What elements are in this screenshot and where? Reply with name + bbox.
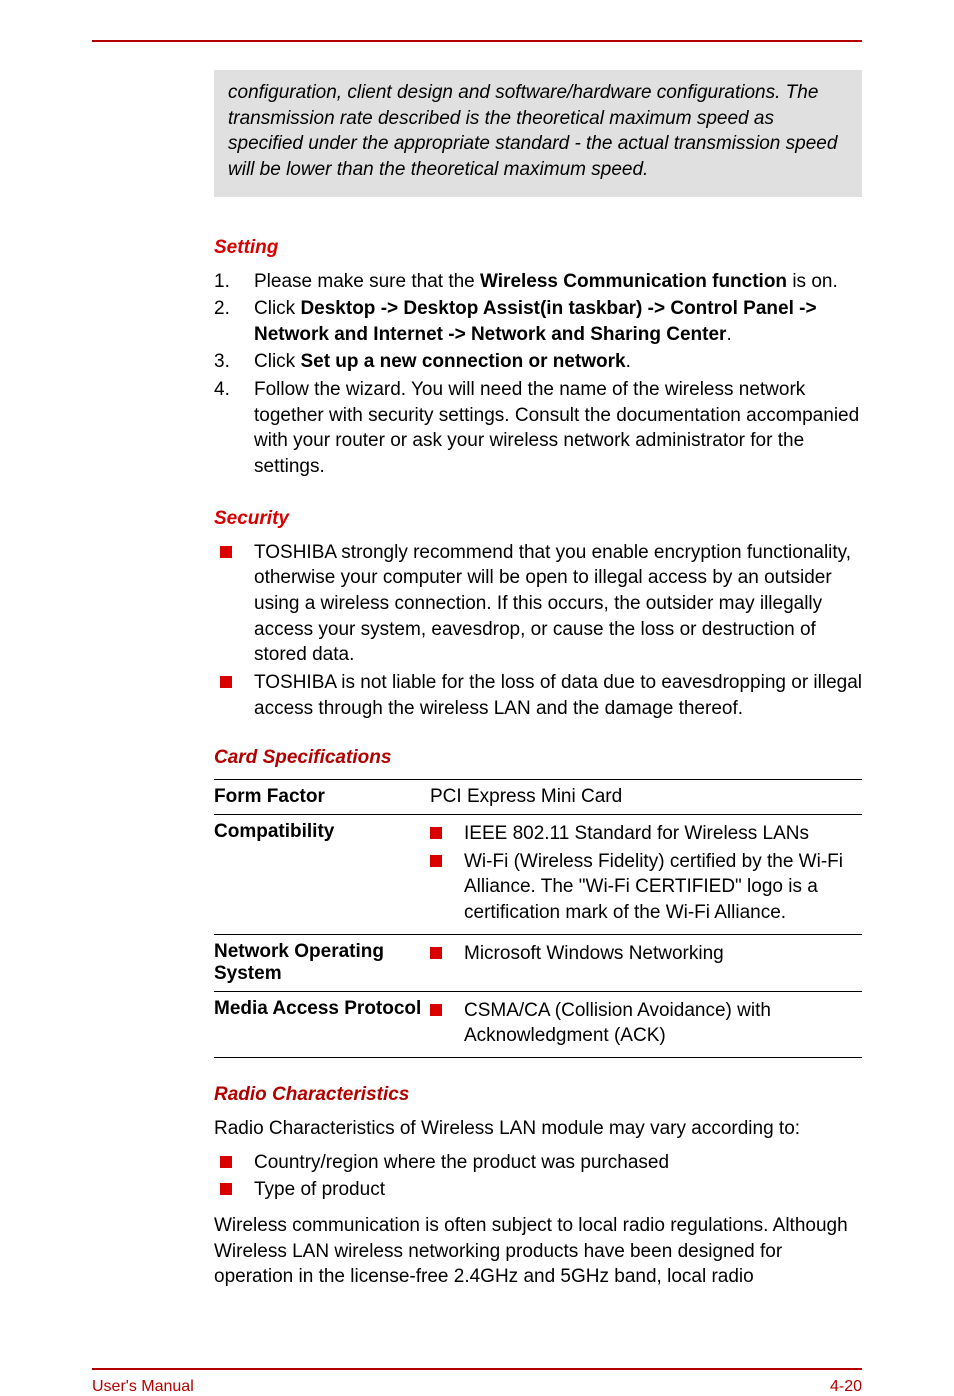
setting-step-2: Click Desktop -> Desktop Assist(in taskb…: [214, 296, 862, 347]
top-rule: [92, 40, 862, 42]
spec-value: Microsoft Windows Networking: [430, 934, 862, 991]
spec-value: IEEE 802.11 Standard for Wireless LANs W…: [430, 815, 862, 935]
text: Click: [254, 298, 300, 319]
bold: Wireless Communication function: [480, 271, 787, 292]
spec-label: Network Operating System: [214, 934, 430, 991]
text: .: [626, 351, 631, 372]
mac-item-1: CSMA/CA (Collision Avoidance) with Ackno…: [430, 998, 856, 1049]
compat-item-1: IEEE 802.11 Standard for Wireless LANs: [430, 821, 856, 847]
setting-step-1: Please make sure that the Wireless Commu…: [214, 269, 862, 295]
setting-step-3: Click Set up a new connection or network…: [214, 349, 862, 375]
security-item-1: TOSHIBA strongly recommend that you enab…: [214, 540, 862, 668]
main-content: Setting Please make sure that the Wirele…: [214, 237, 862, 1290]
spec-value: CSMA/CA (Collision Avoidance) with Ackno…: [430, 991, 862, 1057]
security-heading: Security: [214, 508, 862, 530]
spec-row-compatibility: Compatibility IEEE 802.11 Standard for W…: [214, 815, 862, 935]
nos-item-1: Microsoft Windows Networking: [430, 941, 856, 967]
spec-value: PCI Express Mini Card: [430, 780, 862, 815]
nos-list: Microsoft Windows Networking: [430, 941, 856, 967]
card-specs-table: Form Factor PCI Express Mini Card Compat…: [214, 779, 862, 1058]
radio-heading: Radio Characteristics: [214, 1084, 862, 1106]
spec-label: Form Factor: [214, 780, 430, 815]
footer-left: User's Manual: [92, 1378, 194, 1396]
page-footer: User's Manual 4-20: [92, 1368, 862, 1396]
text: is on.: [787, 271, 838, 292]
security-list: TOSHIBA strongly recommend that you enab…: [214, 540, 862, 721]
radio-intro: Radio Characteristics of Wireless LAN mo…: [214, 1116, 862, 1142]
note-box: configuration, client design and softwar…: [214, 70, 862, 197]
setting-steps: Please make sure that the Wireless Commu…: [214, 269, 862, 480]
spec-label: Media Access Protocol: [214, 991, 430, 1057]
bold: Desktop -> Desktop Assist(in taskbar) ->…: [254, 298, 817, 345]
card-specs-heading: Card Specifications: [214, 747, 862, 769]
radio-item-1: Country/region where the product was pur…: [214, 1150, 862, 1176]
radio-item-2: Type of product: [214, 1177, 862, 1203]
text: Please make sure that the: [254, 271, 480, 292]
radio-list: Country/region where the product was pur…: [214, 1150, 862, 1203]
setting-step-4: Follow the wizard. You will need the nam…: [214, 377, 862, 480]
spec-row-nos: Network Operating System Microsoft Windo…: [214, 934, 862, 991]
security-item-2: TOSHIBA is not liable for the loss of da…: [214, 670, 862, 721]
footer-right: 4-20: [830, 1378, 862, 1396]
compat-item-2: Wi-Fi (Wireless Fidelity) certified by t…: [430, 849, 856, 926]
text: Click: [254, 351, 300, 372]
page-content: configuration, client design and softwar…: [0, 0, 954, 1328]
spec-row-form-factor: Form Factor PCI Express Mini Card: [214, 780, 862, 815]
text: .: [726, 324, 731, 345]
spec-row-mac: Media Access Protocol CSMA/CA (Collision…: [214, 991, 862, 1057]
spec-label: Compatibility: [214, 815, 430, 935]
compat-list: IEEE 802.11 Standard for Wireless LANs W…: [430, 821, 856, 926]
setting-heading: Setting: [214, 237, 862, 259]
mac-list: CSMA/CA (Collision Avoidance) with Ackno…: [430, 998, 856, 1049]
bold: Set up a new connection or network: [300, 351, 625, 372]
radio-para-2: Wireless communication is often subject …: [214, 1213, 862, 1290]
